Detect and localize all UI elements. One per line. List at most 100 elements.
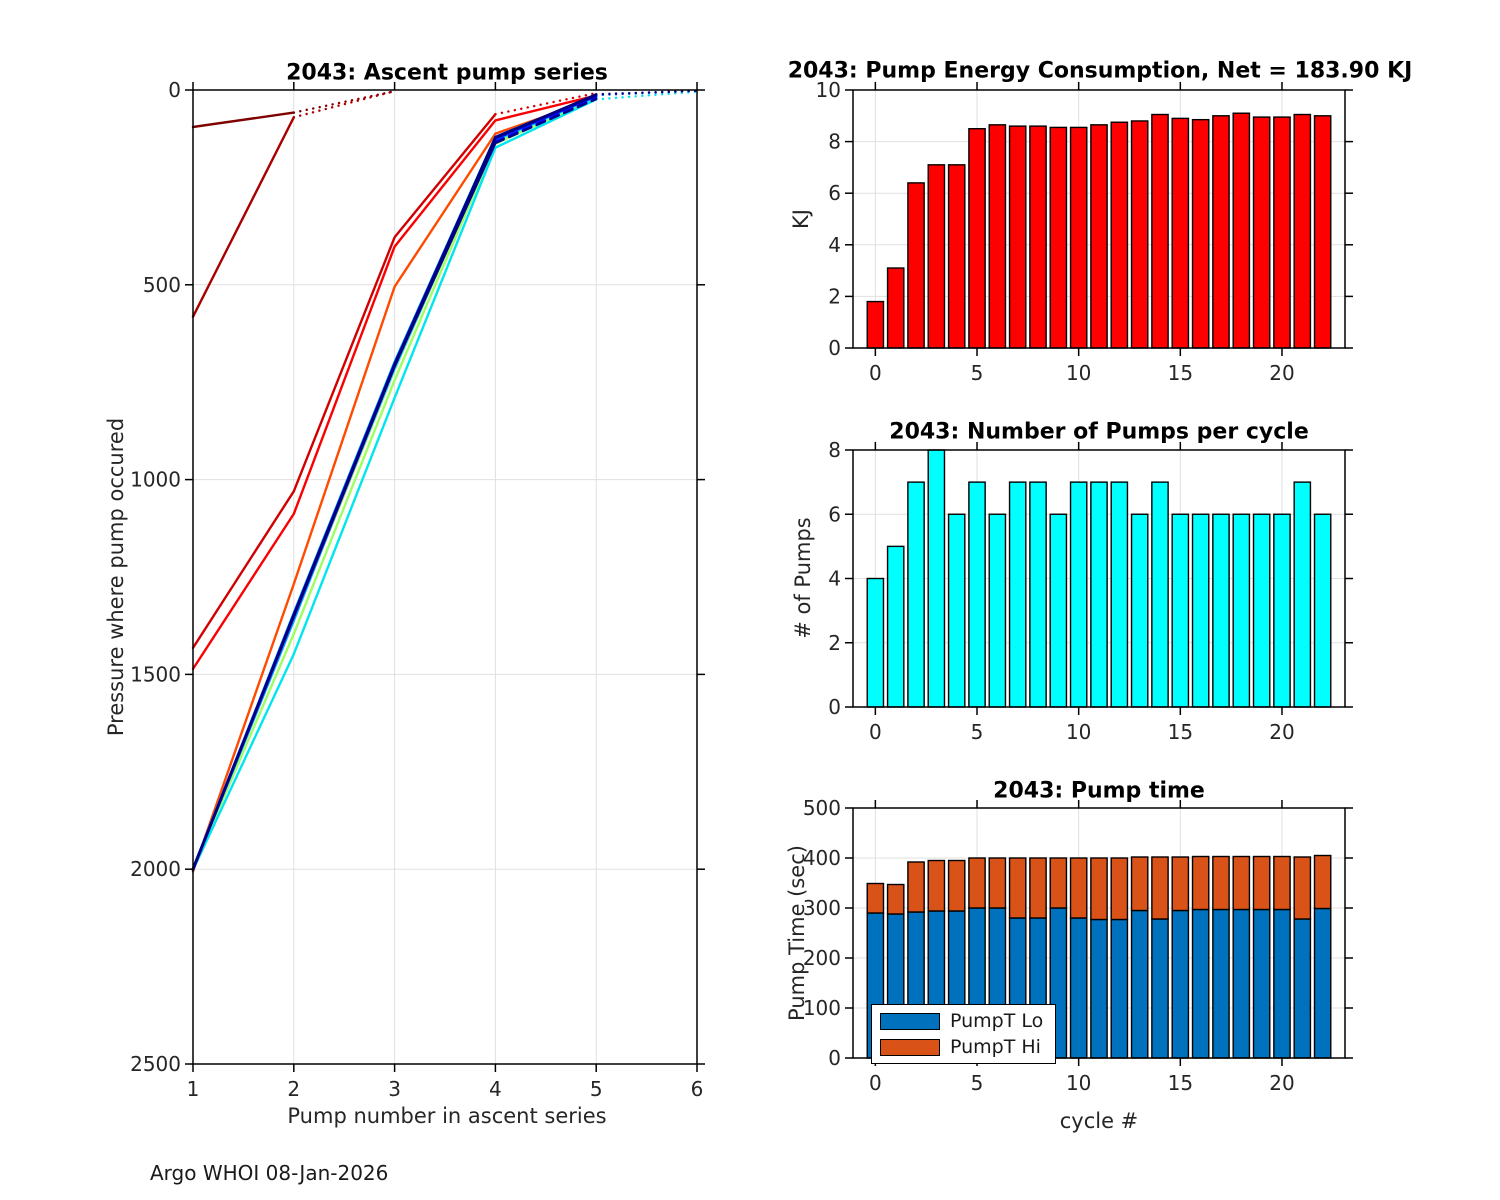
pump-time-hi-bar (1130, 856, 1149, 912)
energy-bar (1090, 124, 1108, 349)
energy-bar (947, 164, 966, 349)
pump-time-hi-bar (886, 883, 905, 915)
energy-bar (1191, 118, 1210, 349)
npumps-bar (1029, 481, 1047, 708)
npumps-bar (1069, 481, 1088, 708)
ascent-line-cycle-1 (191, 116, 295, 318)
npumps-bar (1232, 513, 1251, 708)
pump-time-x-axis-label: cycle # (1059, 1109, 1139, 1133)
pump-time-lo-bar (1212, 908, 1230, 1059)
ascent-line-cycle-0 (191, 111, 295, 129)
svg-text:0: 0 (168, 78, 181, 102)
ascent-line-cycle-2 (494, 91, 598, 116)
svg-text:4: 4 (828, 567, 841, 591)
pump-time-hi-bar (1049, 857, 1068, 909)
pump-time-lo-bar (1313, 907, 1332, 1059)
pump-time-hi-bar (988, 857, 1007, 909)
svg-text:10: 10 (1066, 720, 1091, 744)
svg-text:100: 100 (803, 996, 841, 1020)
svg-text:300: 300 (803, 896, 841, 920)
pumps-per-cycle-chart-title: 2043: Number of Pumps per cycle (889, 419, 1309, 445)
npumps-bar (968, 481, 986, 708)
energy-bar (907, 182, 925, 349)
pump-time-hi-bar (866, 882, 885, 914)
pump-time-legend: PumpT Lo PumpT Hi (871, 1004, 1057, 1064)
energy-bar (1313, 115, 1332, 349)
npumps-bar (1151, 481, 1169, 708)
npumps-bar (1049, 513, 1068, 708)
pump-time-hi-bar (1110, 857, 1129, 921)
pumpt-lo-swatch (880, 1012, 940, 1030)
pumpt-hi-label: PumpT Hi (950, 1036, 1041, 1058)
svg-text:5: 5 (590, 1077, 603, 1101)
svg-text:0: 0 (869, 361, 882, 385)
svg-text:8: 8 (828, 438, 841, 462)
pump-time-hi-bar (1008, 857, 1027, 919)
svg-text:2: 2 (828, 284, 841, 308)
energy-bar (1008, 125, 1027, 349)
pump-time-lo-bar (1090, 918, 1108, 1059)
pump-time-hi-bar (1232, 855, 1251, 911)
svg-text:3: 3 (388, 1077, 401, 1101)
npumps-bar (1130, 513, 1149, 708)
energy-bar (1069, 126, 1088, 349)
ascent-line-cycle-13 (191, 98, 598, 872)
svg-text:5: 5 (971, 1071, 984, 1095)
pump-time-hi-bar (1313, 854, 1332, 910)
pump-time-lo-bar (1069, 917, 1088, 1059)
svg-text:20: 20 (1269, 361, 1294, 385)
svg-text:1000: 1000 (130, 468, 181, 492)
energy-plot: 0 5 10 15 20 0 2 4 6 8 10 (816, 78, 1353, 385)
npumps-bar (886, 545, 905, 708)
pumps-per-cycle-y-axis-label: # of Pumps (791, 517, 815, 639)
npumps-bar (1090, 481, 1108, 708)
energy-bar (1049, 126, 1068, 349)
svg-text:10: 10 (816, 78, 841, 102)
svg-text:20: 20 (1269, 1071, 1294, 1095)
npumps-bar (947, 513, 966, 708)
svg-text:0: 0 (828, 336, 841, 360)
svg-text:1: 1 (187, 1077, 200, 1101)
legend-row-pumpt-lo: PumpT Lo (880, 1010, 1043, 1032)
pump-time-hi-bar (1273, 855, 1291, 911)
ascent-chart-title: 2043: Ascent pump series (286, 60, 608, 86)
ascent-line-cycle-21 (494, 97, 598, 145)
pump-time-lo-bar (1273, 908, 1291, 1059)
svg-text:8: 8 (828, 130, 841, 154)
pump-time-hi-bar (927, 859, 946, 912)
ascent-y-axis-label: Pressure where pump occured (104, 417, 128, 737)
energy-bar (1293, 113, 1312, 349)
npumps-bar (1293, 481, 1312, 708)
svg-text:0: 0 (869, 720, 882, 744)
npumps-bar (1273, 513, 1291, 708)
ascent-line-cycle-1 (292, 90, 393, 119)
npumps-bar (1110, 481, 1129, 708)
npumps-bar (866, 577, 885, 708)
svg-text:4: 4 (828, 233, 841, 257)
pump-time-hi-bar (907, 861, 925, 913)
pump-time-lo-bar (1130, 909, 1149, 1059)
ascent-line-cycle-3 (191, 94, 598, 671)
pump-time-hi-bar (968, 857, 986, 909)
svg-text:20: 20 (1269, 720, 1294, 744)
svg-text:15: 15 (1168, 361, 1193, 385)
energy-bar (1130, 120, 1149, 349)
pump-time-lo-bar (1151, 918, 1169, 1059)
pump-time-hi-bar (1212, 855, 1230, 911)
pump-time-hi-bar (1069, 857, 1088, 919)
npumps-bar (1191, 513, 1210, 708)
svg-text:5: 5 (971, 361, 984, 385)
npumps-plot: 0 5 10 15 20 0 2 4 6 8 (828, 438, 1353, 744)
pump-time-hi-bar (1191, 855, 1210, 911)
ascent-line-cycle-2 (191, 112, 497, 650)
energy-bar (886, 267, 905, 349)
svg-text:2500: 2500 (130, 1052, 181, 1076)
pump-time-lo-bar (1293, 918, 1312, 1059)
energy-bar (1151, 113, 1169, 349)
svg-text:500: 500 (143, 273, 181, 297)
pump-time-hi-bar (1293, 856, 1312, 920)
energy-bar (1252, 116, 1271, 349)
svg-text:6: 6 (828, 181, 841, 205)
energy-bar (866, 300, 885, 349)
